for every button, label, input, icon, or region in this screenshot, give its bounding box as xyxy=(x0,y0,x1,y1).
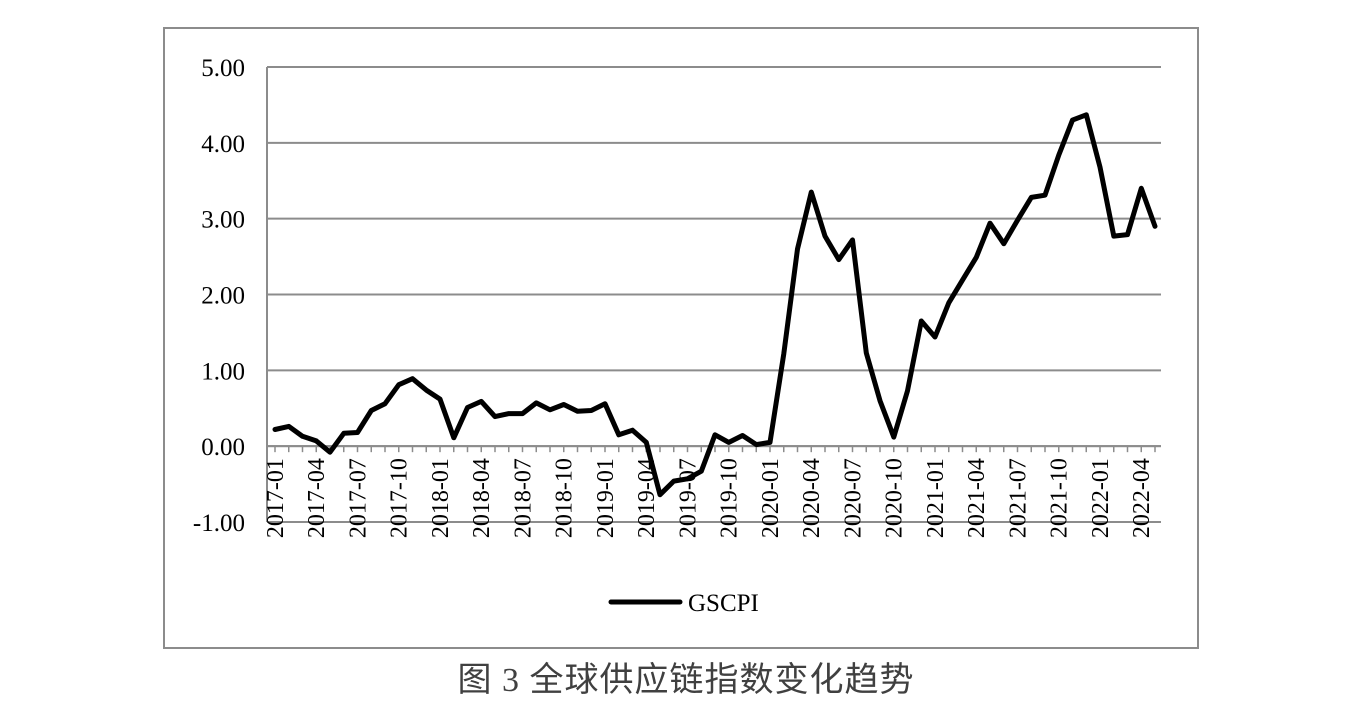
x-tick-label: 2019-01 xyxy=(593,458,619,538)
x-tick-label: 2018-10 xyxy=(552,458,578,538)
legend-label: GSCPI xyxy=(688,590,759,617)
x-tick-label: 2017-07 xyxy=(346,458,372,538)
x-tick-label: 2018-07 xyxy=(511,458,537,538)
x-tick-label: 2018-01 xyxy=(428,458,454,538)
x-tick-label: 2021-04 xyxy=(964,458,990,538)
y-tick-label: -1.00 xyxy=(193,510,245,537)
y-tick-label: 5.00 xyxy=(201,55,245,82)
x-tick-label: 2019-10 xyxy=(717,458,743,538)
x-tick-label: 2020-01 xyxy=(758,458,784,538)
x-tick-label: 2021-01 xyxy=(923,458,949,538)
chart-frame xyxy=(163,27,1199,649)
x-tick-label: 2020-10 xyxy=(882,458,908,538)
x-tick-label: 2018-04 xyxy=(469,458,495,538)
x-tick-label: 2020-07 xyxy=(841,458,867,538)
x-tick-label: 2019-04 xyxy=(634,458,660,538)
x-tick-label: 2019-07 xyxy=(676,458,702,538)
y-tick-label: 0.00 xyxy=(201,434,245,461)
x-tick-label: 2021-07 xyxy=(1006,458,1032,538)
figure-caption: 图 3 全球供应链指数变化趋势 xyxy=(457,662,915,699)
series-line-gscpi xyxy=(272,112,1158,498)
y-tick-label: 3.00 xyxy=(201,207,245,234)
x-tick-label: 2017-10 xyxy=(387,458,413,538)
x-tick-label: 2022-01 xyxy=(1088,458,1114,538)
y-tick-label: 2.00 xyxy=(201,283,245,310)
x-tick-label: 2022-04 xyxy=(1129,458,1155,538)
x-tick-label: 2021-10 xyxy=(1047,458,1073,538)
x-tick-label: 2017-01 xyxy=(263,458,289,538)
y-tick-label: 1.00 xyxy=(201,358,245,385)
x-tick-label: 2020-04 xyxy=(799,458,825,538)
x-tick-label: 2017-04 xyxy=(304,458,330,538)
y-tick-label: 4.00 xyxy=(201,131,245,158)
